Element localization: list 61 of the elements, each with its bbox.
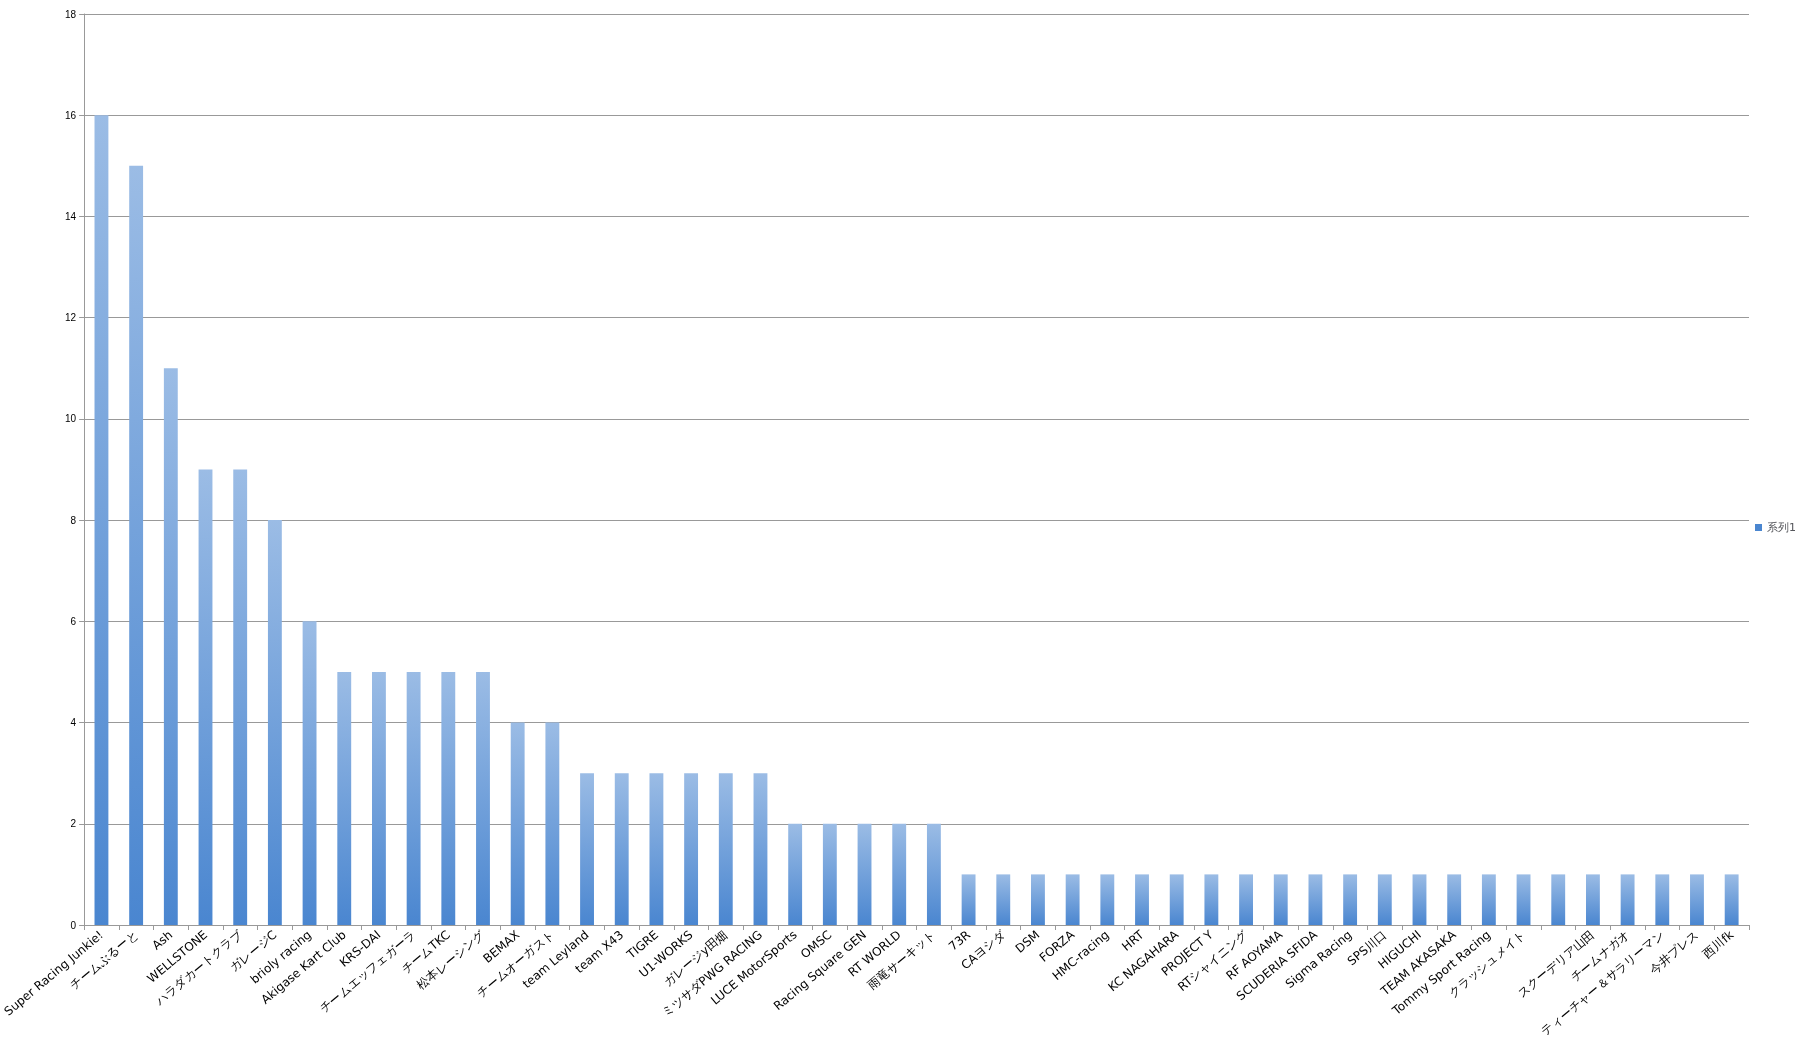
bar [1585, 874, 1600, 925]
bar [1516, 874, 1531, 925]
x-tick-label: 73R [946, 927, 974, 954]
bar [1655, 874, 1670, 925]
bar [1377, 874, 1392, 925]
bar [1239, 874, 1253, 925]
y-tick-label: 14 [64, 210, 77, 222]
bar [961, 874, 976, 925]
bar [1204, 874, 1219, 925]
bar [198, 469, 213, 925]
bar [267, 520, 282, 925]
bar [788, 823, 803, 925]
y-tick-label: 6 [70, 615, 77, 627]
bar [580, 773, 594, 925]
bar [1724, 874, 1739, 925]
bar [753, 773, 768, 925]
y-tick-label: 12 [64, 312, 77, 324]
bar [1481, 874, 1496, 925]
bar [1551, 874, 1566, 925]
bar [1065, 874, 1080, 925]
bar [857, 823, 872, 925]
bar [163, 368, 178, 925]
y-tick-label: 16 [64, 109, 77, 121]
bar [1031, 874, 1045, 925]
bar [545, 722, 560, 925]
bar [129, 165, 144, 925]
bar [1273, 874, 1288, 925]
y-tick-label: 18 [64, 8, 77, 20]
bar [510, 722, 525, 925]
bar [996, 874, 1011, 925]
bar [302, 621, 317, 925]
bar [372, 671, 386, 925]
bar [1690, 874, 1704, 925]
bar [441, 671, 456, 925]
y-tick-label: 8 [70, 514, 77, 526]
bar [476, 671, 490, 925]
y-tick-label: 4 [70, 717, 77, 729]
y-tick-label: 10 [64, 413, 77, 425]
bar [233, 469, 248, 925]
bar [892, 823, 907, 925]
bar [1620, 874, 1635, 925]
bar [1135, 874, 1149, 925]
x-tick-label: 西川fk [1700, 927, 1737, 961]
bar [684, 773, 699, 925]
bar [1343, 874, 1358, 925]
y-tick-label: 2 [70, 818, 77, 830]
bar [718, 773, 733, 925]
bar [1412, 874, 1427, 925]
bar [406, 671, 421, 925]
legend-label: 系列1 [1767, 521, 1796, 534]
bar [926, 823, 941, 925]
bar [1447, 874, 1462, 925]
y-tick-label: 0 [70, 919, 77, 931]
bar [822, 823, 837, 925]
bar [94, 115, 109, 925]
bar [1169, 874, 1184, 925]
bar [1308, 874, 1323, 925]
bar [649, 773, 664, 925]
bar [614, 773, 629, 925]
bar [337, 671, 352, 925]
bar [1100, 874, 1115, 925]
